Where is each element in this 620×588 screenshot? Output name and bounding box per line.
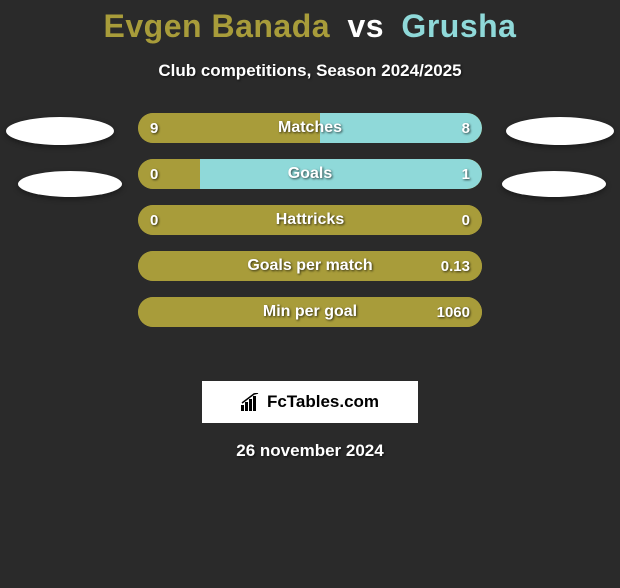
date-text: 26 november 2024 [0,441,620,461]
stat-bar: 0.13Goals per match [138,251,482,281]
ellipse-right-2 [502,171,606,197]
stat-bar: 00Hattricks [138,205,482,235]
brand-badge: FcTables.com [202,381,418,423]
comparison-arena: 98Matches 01Goals 00Hattricks 0.13Goals per… [0,113,620,363]
comparison-title: Evgen Banada vs Grusha [0,8,620,45]
stat-bar: 01Goals [138,159,482,189]
bars-container: 98Matches 01Goals 00Hattricks 0.13Goals per… [138,113,482,343]
player1-name: Evgen Banada [104,8,331,44]
ellipse-right-1 [506,117,614,145]
ellipse-left-2 [18,171,122,197]
player2-name: Grusha [401,8,516,44]
subtitle: Club competitions, Season 2024/2025 [0,61,620,81]
vs-text: vs [347,8,384,44]
bar-label: Min per goal [138,297,482,327]
bar-label: Goals [138,159,482,189]
bar-label: Matches [138,113,482,143]
stat-bar: 1060Min per goal [138,297,482,327]
brand-text: FcTables.com [267,392,379,412]
chart-icon [241,393,261,411]
bar-label: Goals per match [138,251,482,281]
stat-bar: 98Matches [138,113,482,143]
bar-label: Hattricks [138,205,482,235]
ellipse-left-1 [6,117,114,145]
